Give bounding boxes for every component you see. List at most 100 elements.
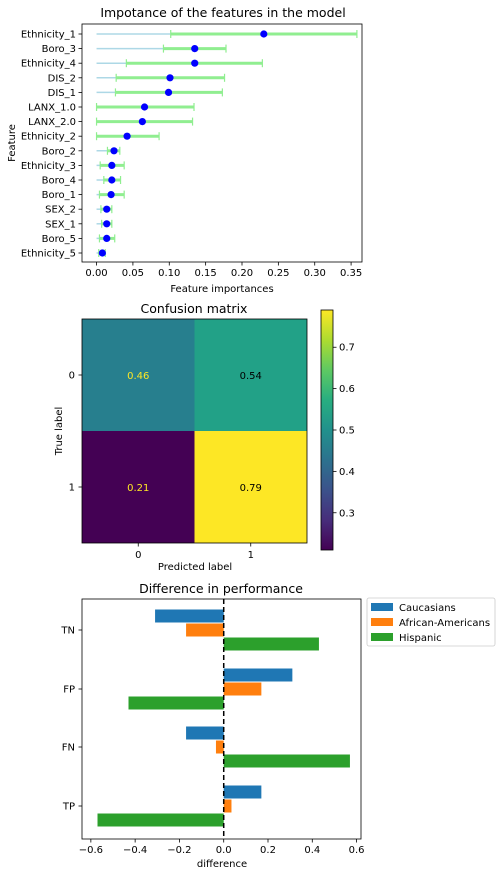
x-tick-label: 0.25 (267, 268, 289, 279)
x-axis-label: Feature importances (170, 284, 273, 295)
legend-label: Hispanic (399, 633, 442, 644)
y-tick-label: 1 (69, 483, 75, 494)
x-tick-label: 0.20 (231, 268, 253, 279)
y-tick-label: FP (63, 685, 75, 696)
x-tick-label: 0.0 (216, 845, 232, 856)
legend-swatch (371, 633, 393, 641)
y-tick-label: Ethnicity_3 (21, 161, 76, 172)
y-tick-label: DIS_1 (48, 88, 76, 99)
data-point (107, 191, 115, 199)
colorbar-tick-label: 0.3 (339, 508, 355, 519)
legend-label: African-Americans (399, 618, 490, 629)
colorbar-tick-label: 0.4 (339, 467, 355, 478)
heatmap-cell (194, 431, 307, 543)
y-tick-label: Ethnicity_2 (21, 132, 76, 143)
legend-box (366, 597, 496, 647)
x-tick-label: 1 (248, 550, 254, 561)
y-tick-label: LANX_1.0 (28, 103, 76, 114)
bar (223, 785, 262, 799)
cell-value: 0.79 (240, 483, 262, 494)
difference-performance-chart: Difference in performance TN FP FN TP −0.6 −0… (60, 581, 496, 870)
y-tick-label: Boro_2 (42, 146, 76, 157)
heatmap-cell (82, 431, 195, 543)
y-tick-label: Ethnicity_5 (21, 249, 76, 260)
data-point (108, 176, 116, 184)
x-tick-label: 0.2 (260, 845, 276, 856)
x-tick-label: 0.30 (304, 268, 326, 279)
data-point (108, 161, 116, 169)
x-tick-label: −0.6 (79, 845, 103, 856)
data-point (191, 59, 199, 67)
data-point (110, 147, 118, 155)
plot-frame (81, 598, 362, 840)
y-tick-label: SEX_1 (45, 219, 76, 230)
cell-value: 0.21 (127, 483, 149, 494)
colorbar-tick-label: 0.6 (339, 384, 355, 395)
data-point (123, 132, 131, 140)
x-axis-label: difference (197, 859, 247, 870)
x-tick-label: −0.2 (167, 845, 191, 856)
data-point (103, 205, 111, 213)
bar (155, 609, 224, 623)
data-point (103, 234, 111, 242)
x-tick-label: 0.00 (85, 268, 107, 279)
bar (223, 637, 319, 651)
legend-label: Caucasians (399, 603, 456, 614)
x-axis-label: Predicted label (158, 562, 232, 573)
data-point (260, 30, 268, 38)
x-tick-label: 0.6 (349, 845, 365, 856)
y-axis-label: True label (54, 407, 65, 457)
chart-title: Difference in performance (139, 581, 303, 596)
y-tick-label: SEX_2 (45, 205, 76, 216)
feature-importance-chart: Impotance of the features in the model E… (7, 5, 363, 295)
y-tick-label: TP (62, 802, 75, 813)
colorbar (320, 309, 334, 551)
data-point (98, 249, 106, 257)
y-tick-label: Boro_3 (42, 44, 76, 55)
bar (223, 754, 350, 768)
bar (223, 668, 293, 682)
x-tick-label: 0.35 (340, 268, 362, 279)
colorbar-tick-label: 0.5 (339, 426, 355, 437)
y-tick-label: FN (62, 743, 75, 754)
x-tick-label: 0.05 (122, 268, 144, 279)
x-tick-label: 0.10 (158, 268, 180, 279)
y-tick-label: 0 (69, 371, 75, 382)
y-tick-label: Ethnicity_1 (21, 30, 76, 41)
y-tick-label: Boro_5 (42, 234, 76, 245)
y-tick-label: Ethnicity_4 (21, 59, 76, 70)
bar (186, 623, 224, 637)
bar (97, 813, 224, 827)
x-tick-label: −0.4 (123, 845, 147, 856)
data-point (103, 220, 111, 228)
y-axis-label: Feature (7, 124, 18, 162)
bar (186, 726, 224, 740)
data-point (164, 88, 173, 96)
plot-frame (81, 318, 308, 544)
data-point (138, 118, 146, 126)
legend-swatch (371, 603, 393, 611)
y-tick-label: LANX_2.0 (28, 117, 76, 128)
cell-value: 0.54 (240, 371, 262, 382)
y-tick-label: Boro_4 (42, 176, 76, 187)
y-tick-label: TN (60, 626, 75, 637)
x-tick-label: 0 (135, 550, 141, 561)
plot-frame (81, 23, 363, 263)
legend: Caucasians African-Americans Hispanic (366, 597, 496, 647)
data-point (191, 45, 199, 53)
data-point (166, 74, 174, 82)
chart-title: Confusion matrix (141, 301, 248, 316)
y-tick-label: Boro_1 (42, 190, 76, 201)
y-tick-label: DIS_2 (48, 73, 76, 84)
data-point (140, 103, 149, 111)
x-tick-label: 0.15 (195, 268, 217, 279)
colorbar-tick-label: 0.7 (339, 343, 355, 354)
bar (215, 740, 224, 754)
bar (223, 682, 262, 696)
heatmap-cell (194, 319, 307, 431)
x-tick-label: 0.4 (304, 845, 320, 856)
bar (223, 799, 232, 813)
heatmap-cell (82, 319, 195, 431)
chart-title: Impotance of the features in the model (100, 5, 345, 20)
